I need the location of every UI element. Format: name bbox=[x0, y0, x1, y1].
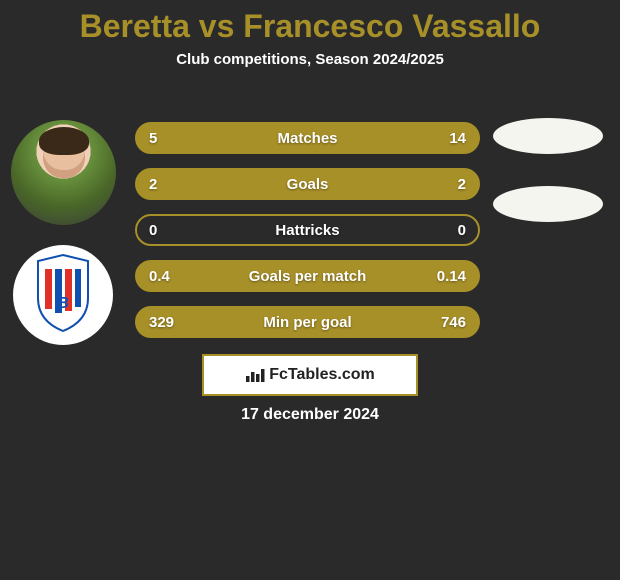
stat-value-right: 0 bbox=[458, 222, 466, 239]
stat-value-right: 746 bbox=[441, 314, 466, 331]
player2-name: Francesco Vassallo bbox=[243, 8, 540, 44]
stat-label: Min per goal bbox=[263, 314, 351, 331]
stat-label: Matches bbox=[277, 130, 337, 147]
placeholder-ellipse-1 bbox=[493, 118, 603, 154]
right-placeholders bbox=[490, 118, 605, 222]
stat-bar: 0 Hattricks 0 bbox=[135, 214, 480, 246]
stat-value-right: 2 bbox=[458, 176, 466, 193]
shield-icon: B bbox=[33, 253, 93, 333]
date-text: 17 december 2024 bbox=[0, 406, 620, 424]
stat-label: Goals per match bbox=[249, 268, 367, 285]
vs-text: vs bbox=[199, 8, 235, 44]
placeholder-ellipse-2 bbox=[493, 186, 603, 222]
subtitle: Club competitions, Season 2024/2025 bbox=[0, 51, 620, 68]
svg-text:B: B bbox=[57, 295, 69, 312]
chart-bars-icon bbox=[245, 367, 265, 383]
stat-value-left: 0.4 bbox=[149, 268, 170, 285]
stat-bar: 5 Matches 14 bbox=[135, 122, 480, 154]
stat-value-right: 0.14 bbox=[437, 268, 466, 285]
stat-label: Hattricks bbox=[275, 222, 339, 239]
player1-name: Beretta bbox=[80, 8, 190, 44]
left-avatars: B bbox=[8, 120, 118, 345]
stat-bars: 5 Matches 14 2 Goals 2 0 Hattricks 0 0.4 Goals per… bbox=[135, 122, 480, 338]
stat-bar: 2 Goals 2 bbox=[135, 168, 480, 200]
stat-bar: 329 Min per goal 746 bbox=[135, 306, 480, 338]
stat-value-left: 2 bbox=[149, 176, 157, 193]
stat-label: Goals bbox=[287, 176, 329, 193]
stat-value-right: 14 bbox=[449, 130, 466, 147]
stat-value-left: 0 bbox=[149, 222, 157, 239]
logo-text: FcTables.com bbox=[269, 366, 375, 384]
comparison-title: Beretta vs Francesco Vassallo bbox=[0, 0, 620, 51]
stat-value-left: 329 bbox=[149, 314, 174, 331]
player2-club-badge: B bbox=[13, 245, 113, 345]
stat-value-left: 5 bbox=[149, 130, 157, 147]
fctables-logo: FcTables.com bbox=[202, 354, 418, 396]
player1-avatar bbox=[11, 120, 116, 225]
stat-bar: 0.4 Goals per match 0.14 bbox=[135, 260, 480, 292]
